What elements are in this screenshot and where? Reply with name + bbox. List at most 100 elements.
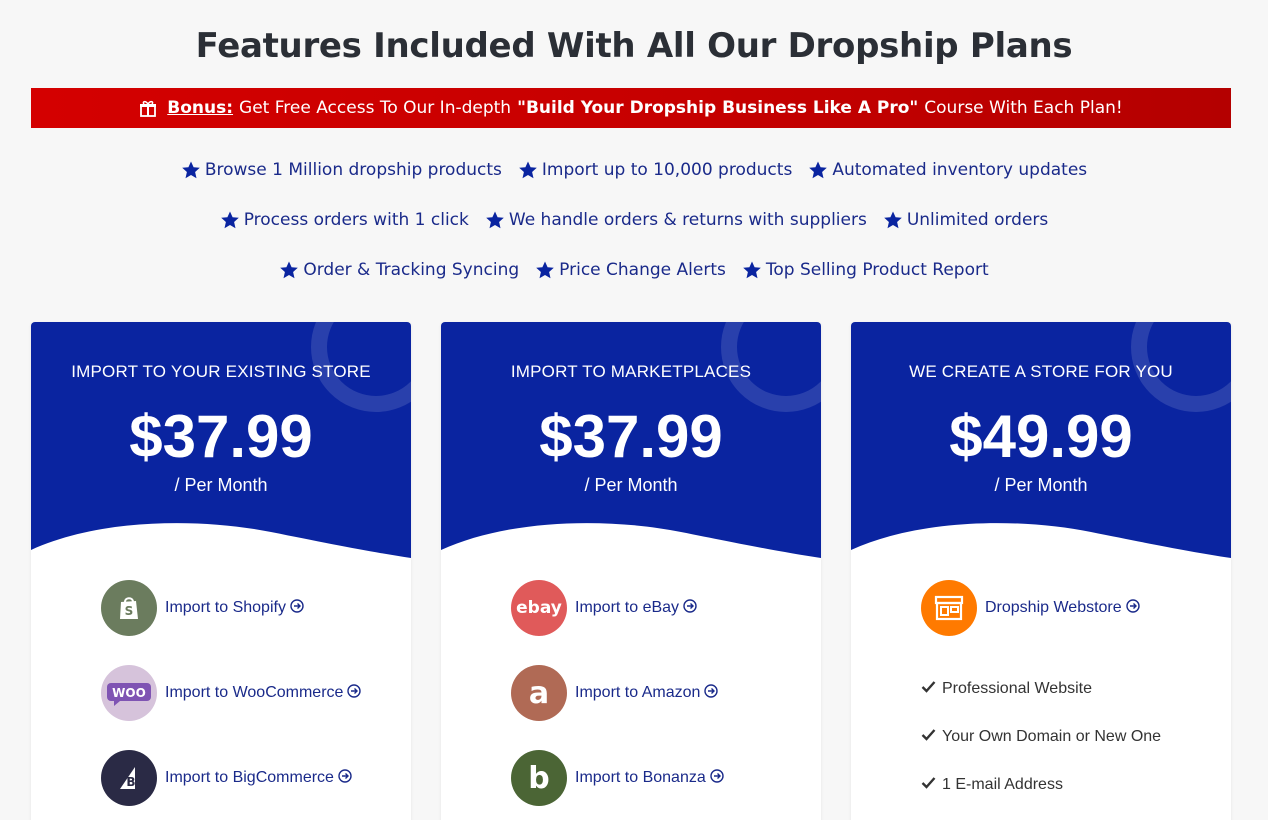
feature-label: We handle orders & returns with supplier… — [508, 210, 867, 230]
circle-arrow-right-icon — [710, 768, 724, 788]
star-icon — [518, 160, 538, 180]
feature-item: Price Change Alerts — [535, 260, 726, 280]
feature-label: Import up to 10,000 products — [541, 160, 793, 180]
bonus-banner: Bonus: Get Free Access To Our In-depth "… — [31, 88, 1231, 128]
plan-feature-label: Professional Website — [942, 680, 1092, 697]
plan-name: IMPORT TO YOUR EXISTING STORE — [71, 362, 371, 381]
integration-item[interactable]: WOO Import to WooCommerce — [101, 665, 411, 721]
integration-item[interactable]: ebay Import to eBay — [511, 580, 821, 636]
amazon-logo: a — [511, 665, 567, 721]
integration-link[interactable]: Import to eBay — [575, 598, 697, 618]
feature-label: Automated inventory updates — [832, 160, 1088, 180]
gift-icon — [139, 99, 157, 117]
integration-link[interactable]: Import to BigCommerce — [165, 768, 352, 788]
integration-label: Import to eBay — [575, 599, 680, 616]
plan-integrations: ebay Import to eBay a Import to Amazon b Impo… — [511, 580, 821, 820]
integration-link[interactable]: Dropship Webstore — [985, 598, 1140, 618]
star-icon — [279, 260, 299, 280]
shopify-logo: S — [101, 580, 157, 636]
plan-period: / Per Month — [584, 475, 678, 495]
feature-label: Top Selling Product Report — [765, 260, 989, 280]
checkmark-icon — [921, 679, 936, 699]
circle-arrow-right-icon — [704, 683, 719, 703]
feature-item: Unlimited orders — [883, 210, 1048, 230]
circle-arrow-right-icon — [338, 768, 352, 788]
circle-arrow-right-icon — [1125, 598, 1140, 618]
svg-text:WOO: WOO — [112, 686, 146, 700]
integration-label: Import to Bonanza — [575, 769, 706, 786]
card-header: IMPORT TO YOUR EXISTING STORE $37.99 / Per… — [31, 322, 411, 562]
plan-integrations: S Import to Shopify WOO Import to WooCommer… — [101, 580, 411, 820]
integration-item[interactable]: b Import to Bonanza — [511, 750, 821, 806]
bonus-course-name: "Build Your Dropship Business Like A Pro… — [517, 98, 919, 118]
plan-integrations: Dropship Webstore Professional Website You… — [921, 580, 1231, 809]
pricing-card: WE CREATE A STORE FOR YOU $49.99 / Per Mon… — [851, 322, 1231, 820]
star-icon — [535, 260, 555, 280]
bonanza-logo: b — [511, 750, 567, 806]
feature-label: Unlimited orders — [906, 210, 1049, 230]
circle-arrow-right-icon — [683, 598, 697, 618]
feature-item: Automated inventory updates — [808, 160, 1087, 180]
circle-arrow-right-icon — [290, 598, 304, 618]
webstore-logo — [921, 580, 977, 636]
bigcommerce-logo: B — [101, 750, 157, 806]
feature-label: Price Change Alerts — [559, 260, 726, 280]
star-icon — [220, 210, 240, 230]
integration-label: Import to BigCommerce — [165, 769, 334, 786]
integration-label: Import to WooCommerce — [165, 684, 344, 701]
plan-price: $37.99 — [129, 403, 313, 470]
feature-label: Process orders with 1 click — [243, 210, 469, 230]
feature-label: Order & Tracking Syncing — [303, 260, 520, 280]
integration-link[interactable]: Import to Shopify — [165, 598, 304, 618]
feature-item: Process orders with 1 click — [220, 210, 469, 230]
plan-price: $37.99 — [539, 403, 723, 470]
integration-label: Dropship Webstore — [985, 599, 1122, 616]
checkmark-icon — [921, 727, 936, 747]
integration-link[interactable]: Import to WooCommerce — [165, 683, 362, 703]
card-header: IMPORT TO MARKETPLACES $37.99 / Per Month — [441, 322, 821, 562]
circle-arrow-right-icon — [347, 683, 362, 703]
checkmark-icon — [921, 775, 936, 795]
bonus-text-after: Course With Each Plan! — [924, 98, 1123, 118]
feature-label: Browse 1 Million dropship products — [204, 160, 502, 180]
page-title: Features Included With All Our Dropship … — [195, 26, 1073, 66]
plan-name: WE CREATE A STORE FOR YOU — [909, 362, 1173, 381]
feature-item: Top Selling Product Report — [742, 260, 989, 280]
plan-feature-label: Your Own Domain or New One — [942, 728, 1162, 745]
feature-row: Order & Tracking Syncing Price Change Ale… — [0, 245, 1268, 295]
star-icon — [181, 160, 201, 180]
integration-link[interactable]: Import to Bonanza — [575, 768, 724, 788]
integration-item[interactable]: B Import to BigCommerce — [101, 750, 411, 806]
plan-price: $49.99 — [949, 403, 1133, 470]
plan-features: Professional Website Your Own Domain or N… — [921, 665, 1231, 809]
integration-link[interactable]: Import to Amazon — [575, 683, 719, 703]
plan-period: / Per Month — [994, 475, 1088, 495]
feature-row: Process orders with 1 click We handle ord… — [0, 195, 1268, 245]
pricing-card: IMPORT TO MARKETPLACES $37.99 / Per Month e… — [441, 322, 821, 820]
plan-feature-item: 1 E-mail Address — [921, 761, 1231, 809]
plan-feature-label: 1 E-mail Address — [942, 776, 1063, 793]
pricing-card: IMPORT TO YOUR EXISTING STORE $37.99 / Per… — [31, 322, 411, 820]
bonus-text-before: Get Free Access To Our In-depth — [239, 98, 512, 118]
feature-item: Order & Tracking Syncing — [279, 260, 519, 280]
star-icon — [485, 210, 505, 230]
feature-item: Import up to 10,000 products — [518, 160, 792, 180]
svg-text:S: S — [125, 604, 134, 618]
feature-row: Browse 1 Million dropship products Import… — [0, 145, 1268, 195]
integration-label: Import to Amazon — [575, 684, 701, 701]
integration-item[interactable]: a Import to Amazon — [511, 665, 821, 721]
ebay-logo: ebay — [511, 580, 567, 636]
plan-period: / Per Month — [174, 475, 268, 495]
svg-text:B: B — [126, 775, 135, 789]
star-icon — [742, 260, 762, 280]
card-header: WE CREATE A STORE FOR YOU $49.99 / Per Mon… — [851, 322, 1231, 562]
integration-item[interactable]: Dropship Webstore — [921, 580, 1231, 636]
integration-item[interactable]: S Import to Shopify — [101, 580, 411, 636]
feature-list: Browse 1 Million dropship products Import… — [0, 145, 1268, 295]
feature-item: Browse 1 Million dropship products — [181, 160, 502, 180]
integration-label: Import to Shopify — [165, 599, 286, 616]
plan-feature-item: Professional Website — [921, 665, 1231, 713]
plan-name: IMPORT TO MARKETPLACES — [510, 362, 752, 381]
bonus-label: Bonus: — [167, 98, 234, 118]
